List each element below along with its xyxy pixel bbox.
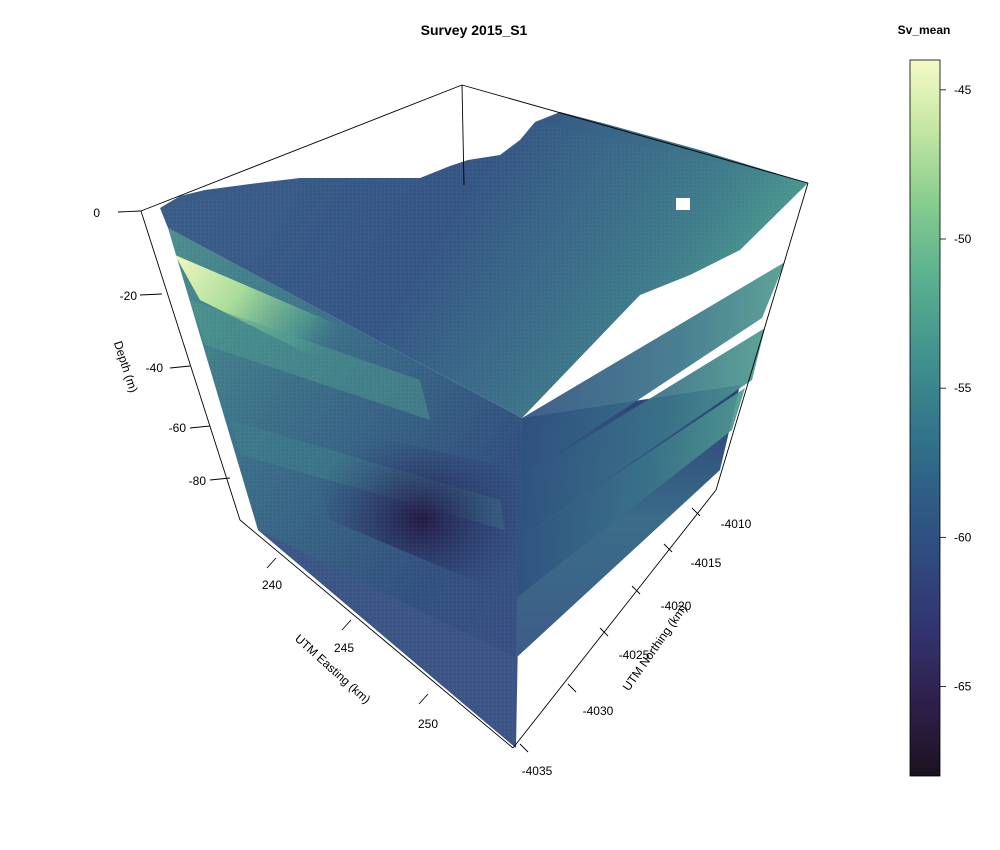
depth-axis-label: Depth (m) bbox=[111, 339, 141, 394]
colorbar-tick-label: -65 bbox=[954, 680, 972, 694]
colorbar-tick-label: -45 bbox=[954, 83, 972, 97]
colorbar-ticks: -45 -50 -55 -60 -65 bbox=[940, 83, 972, 694]
depth-tick-60: -60 bbox=[169, 421, 187, 435]
colorbar-tick-label: -60 bbox=[954, 530, 972, 544]
easting-tick-245: 245 bbox=[334, 641, 354, 655]
easting-axis-label: UTM Easting (km) bbox=[292, 631, 373, 706]
easting-tick-250: 250 bbox=[418, 717, 438, 731]
colorbar-gradient bbox=[909, 59, 941, 777]
colorbar-title: Sv_mean bbox=[898, 23, 951, 37]
depth-tick-0: 0 bbox=[93, 206, 100, 220]
volume-body bbox=[160, 112, 808, 748]
colorbar-tick-label: -55 bbox=[954, 381, 972, 395]
northing-tick-4035: -4035 bbox=[522, 764, 553, 778]
colorbar-tick-label: -50 bbox=[954, 232, 972, 246]
northing-tick-4010: -4010 bbox=[721, 517, 752, 531]
depth-tick-20: -20 bbox=[120, 289, 138, 303]
northing-tick-4015: -4015 bbox=[691, 556, 722, 570]
slice-2 bbox=[518, 328, 765, 540]
slice-3 bbox=[516, 388, 745, 598]
slice-1 bbox=[520, 262, 785, 478]
northing-tick-4020: -4020 bbox=[661, 599, 692, 613]
depth-tick-40: -40 bbox=[146, 361, 164, 375]
chart-title: Survey 2015_S1 bbox=[421, 22, 528, 38]
colorbar: Sv_mean -45 -50 -55 -60 -65 bbox=[898, 23, 972, 777]
northing-tick-4030: -4030 bbox=[583, 704, 614, 718]
northing-tick-4025: -4025 bbox=[619, 648, 650, 662]
easting-tick-240: 240 bbox=[262, 578, 282, 592]
depth-axis: 0 -20 -40 -60 -80 Depth (m) bbox=[93, 206, 231, 488]
bounding-box bbox=[140, 84, 809, 749]
mesh-overlay bbox=[160, 122, 808, 748]
depth-tick-80: -80 bbox=[189, 474, 207, 488]
